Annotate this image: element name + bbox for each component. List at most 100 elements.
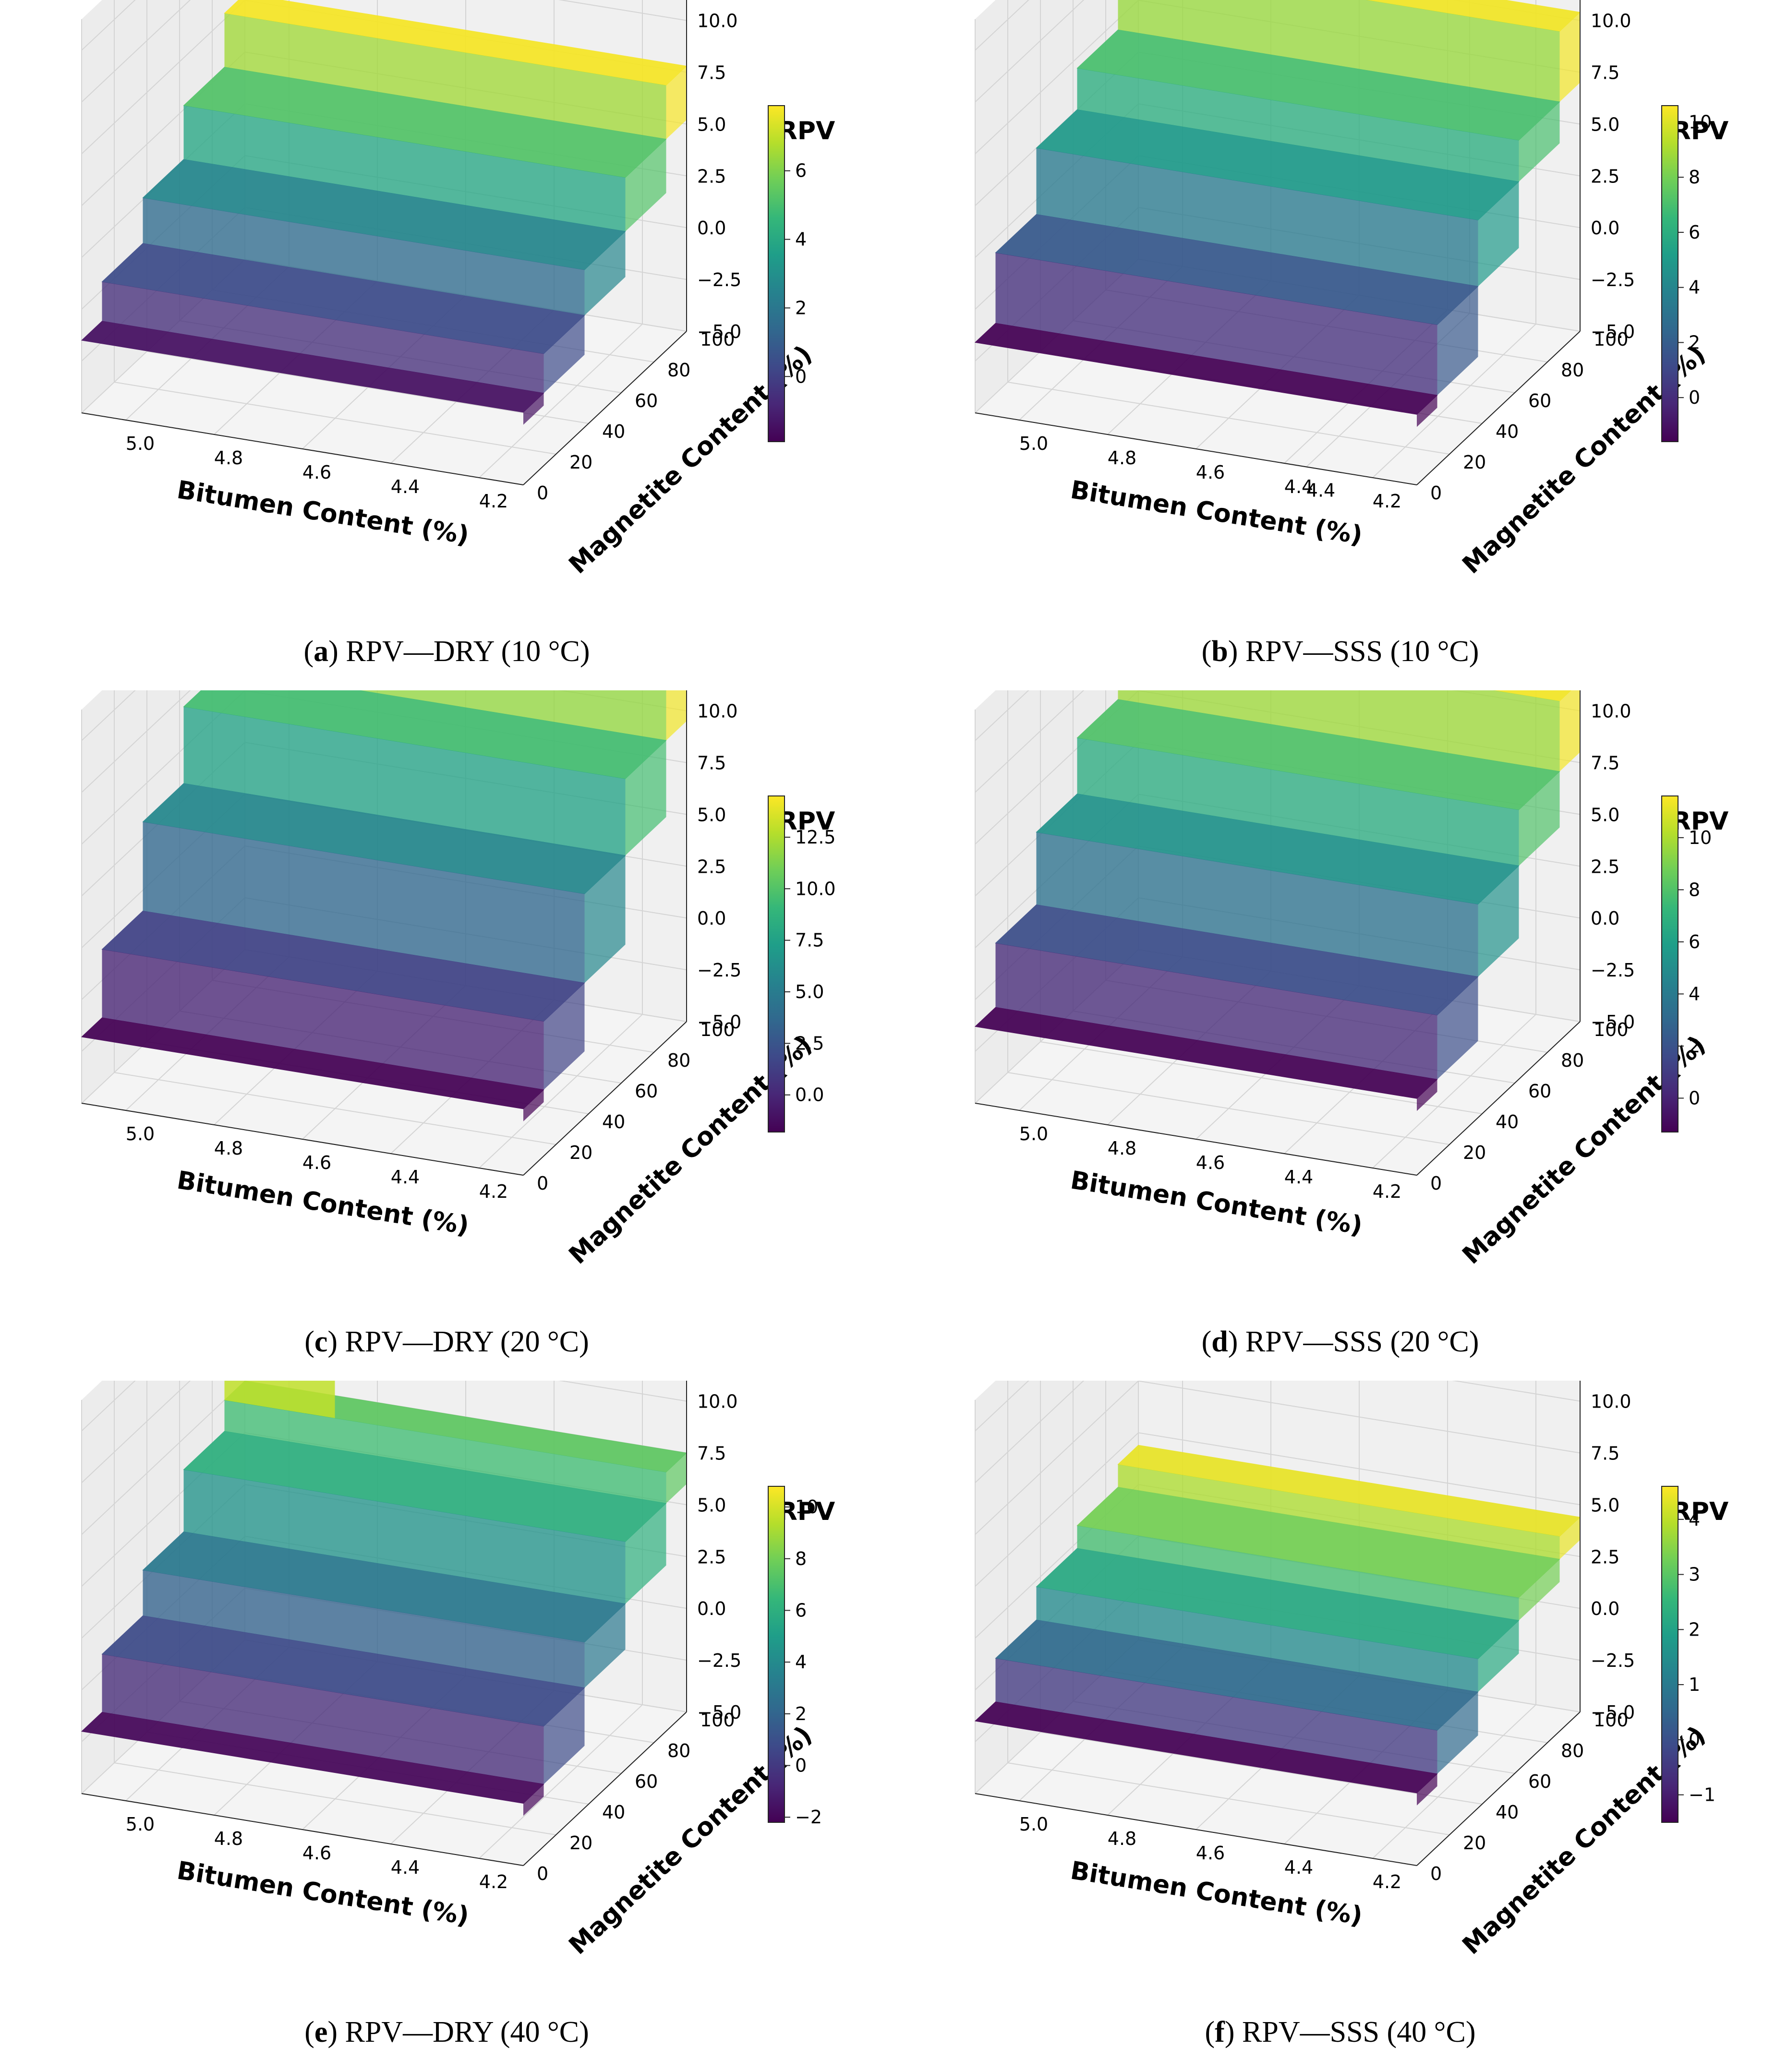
colorbar-tick-c-1: 2.5	[795, 1033, 824, 1054]
caption-e-letter: e	[314, 2016, 328, 2048]
surface-step-d-0	[974, 1007, 1438, 1099]
y-tick-b-5: 100	[1594, 329, 1629, 350]
surface-c	[81, 690, 687, 1121]
y-tick-d-4: 80	[1561, 1050, 1584, 1071]
x-axis-label-f: Bitumen Content (%)	[1068, 1856, 1364, 1931]
x-tick-d-1: 4.4	[1284, 1167, 1313, 1188]
z-tick-c-4: 5.0	[697, 804, 726, 825]
y-axis-line-f	[1416, 1711, 1581, 1866]
colorbar-tick-e-6: 10	[795, 1496, 818, 1518]
colorbar-tick-f-0: −1	[1689, 1784, 1715, 1806]
panel-f: 4.2 4.4 4.6 4.8 5.0 0 20 40 60 80 100 −5.0 −2.5 0.0 2.…	[894, 1381, 1787, 2071]
surface-side-c-1	[543, 983, 585, 1090]
z-tick-d-6: 10.0	[1591, 701, 1631, 722]
surface-riser-d-2	[1036, 832, 1478, 977]
colorbar-tick-e-0: −2	[795, 1807, 822, 1828]
surface-step-b-0	[974, 323, 1438, 415]
x-tick-f-2: 4.6	[1196, 1843, 1225, 1864]
colorbar-c	[768, 795, 785, 1132]
z-tick-f-4: 5.0	[1591, 1494, 1619, 1516]
y-tick-d-2: 40	[1496, 1111, 1519, 1132]
y-tick-f-3: 60	[1528, 1771, 1551, 1792]
y-tick-a-3: 60	[635, 390, 658, 411]
colorbar-tick-f-5: 4	[1689, 1509, 1700, 1530]
colorbar-tick-a-0: 0	[795, 366, 807, 387]
x-axis-line-f	[975, 1793, 1417, 1866]
z-axis-label-d: RPV	[1672, 807, 1728, 836]
surface-side-a-3	[625, 139, 666, 231]
surface-step-c-1	[101, 910, 585, 1022]
y-tick-d-1: 20	[1463, 1142, 1486, 1163]
grid-z-d-6	[975, 690, 1581, 793]
surface-riser-f-3	[1077, 1525, 1519, 1621]
z-tick-a-0: −5.0	[697, 321, 741, 342]
surface-riser-b-3	[1077, 68, 1519, 182]
colorbar-a	[768, 105, 785, 442]
surface-f	[974, 1445, 1581, 1806]
surface-step-f-0	[974, 1701, 1438, 1794]
surface-riser-b-2	[1036, 148, 1478, 287]
z-tick-f-6: 10.0	[1591, 1391, 1631, 1412]
colorbar-e	[768, 1486, 785, 1823]
chart-b-svg: 4.24.44.44.64.85.0020406080100−5.0−2.50.…	[974, 0, 1728, 579]
z-tick-b-1: −2.5	[1591, 269, 1635, 290]
z-tick-c-0: −5.0	[697, 1012, 741, 1033]
y-tick-e-0: 0	[537, 1863, 548, 1884]
surface-step-b-3	[1076, 29, 1560, 141]
y-tick-c-0: 0	[537, 1173, 548, 1194]
y-tick-d-5: 100	[1594, 1019, 1629, 1040]
colorbar-tick-f-2: 1	[1689, 1674, 1700, 1695]
z-tick-e-6: 10.0	[697, 1391, 738, 1412]
y-tick-f-5: 100	[1594, 1710, 1629, 1731]
surface-riser-c-1	[102, 949, 544, 1090]
colorbar-tick-e-1: 0	[795, 1755, 807, 1776]
surface-side-b-0	[1417, 395, 1437, 427]
x-tick-b-2: 4.4	[1284, 476, 1313, 497]
caption-f-text: RPV—SSS (40 °C)	[1242, 2016, 1476, 2048]
x-tick-f-3: 4.8	[1108, 1828, 1136, 1849]
x-tick-b-5: 5.0	[1019, 433, 1048, 454]
y-tick-d-3: 60	[1528, 1081, 1551, 1102]
x-tick-b-3: 4.6	[1196, 462, 1225, 483]
z-tick-c-6: 10.0	[697, 701, 738, 722]
z-tick-d-0: −5.0	[1591, 1012, 1635, 1033]
z-tick-a-1: −2.5	[697, 269, 741, 290]
colorbar-tick-a-1: 2	[795, 297, 807, 318]
colorbar-tick-d-3: 6	[1689, 931, 1700, 952]
colorbar-tick-d-5: 10	[1689, 827, 1712, 848]
y-tick-e-3: 60	[635, 1771, 658, 1792]
caption-c: (c) RPV—DRY (20 °C)	[304, 1325, 589, 1358]
grid-z-a-6	[81, 0, 687, 103]
y-tick-c-4: 80	[667, 1050, 690, 1071]
colorbar-tick-f-1: 0	[1689, 1729, 1700, 1750]
chart-f-svg: 4.24.44.64.85.0020406080100−5.0−2.50.02.…	[974, 1381, 1728, 1960]
z-tick-e-2: 0.0	[697, 1598, 726, 1619]
z-tick-b-2: 0.0	[1591, 217, 1619, 239]
colorbar-tick-b-1: 2	[1689, 332, 1700, 353]
surface-step-a-3	[183, 67, 667, 178]
surface-step-e-0	[81, 1711, 544, 1804]
z-tick-a-3: 2.5	[697, 166, 726, 187]
surface-d	[974, 690, 1580, 1111]
x-tick-b-0: 4.2	[1373, 491, 1401, 512]
colorbar-tick-a-2: 4	[795, 229, 807, 250]
z-tick-c-2: 0.0	[697, 908, 726, 929]
z-axis-label-a: RPV	[778, 117, 835, 145]
surface-side-b-2	[1478, 181, 1519, 287]
surface-side-a-1	[543, 315, 585, 393]
z-tick-c-1: −2.5	[697, 960, 741, 981]
x-tick-f-0: 4.2	[1373, 1871, 1401, 1892]
surface-step-d-1	[995, 904, 1479, 1016]
surface-side-d-1	[1437, 976, 1478, 1080]
surface-side-c-0	[523, 1089, 544, 1121]
surface-step-a-2	[142, 159, 626, 270]
z-tick-b-3: 2.5	[1591, 166, 1619, 187]
surface-e	[81, 1381, 688, 1816]
y-tick-e-4: 80	[667, 1740, 690, 1761]
x-tick-e-3: 4.8	[214, 1828, 243, 1849]
z-tick-a-4: 5.0	[697, 114, 726, 135]
panel-d: 4.2 4.4 4.6 4.8 5.0 0 20 40 60 80 100 −5.0 −2.5 0.0 2.…	[894, 690, 1787, 1381]
y-tick-b-2: 40	[1496, 421, 1519, 442]
x-tick-c-3: 4.8	[214, 1138, 243, 1159]
